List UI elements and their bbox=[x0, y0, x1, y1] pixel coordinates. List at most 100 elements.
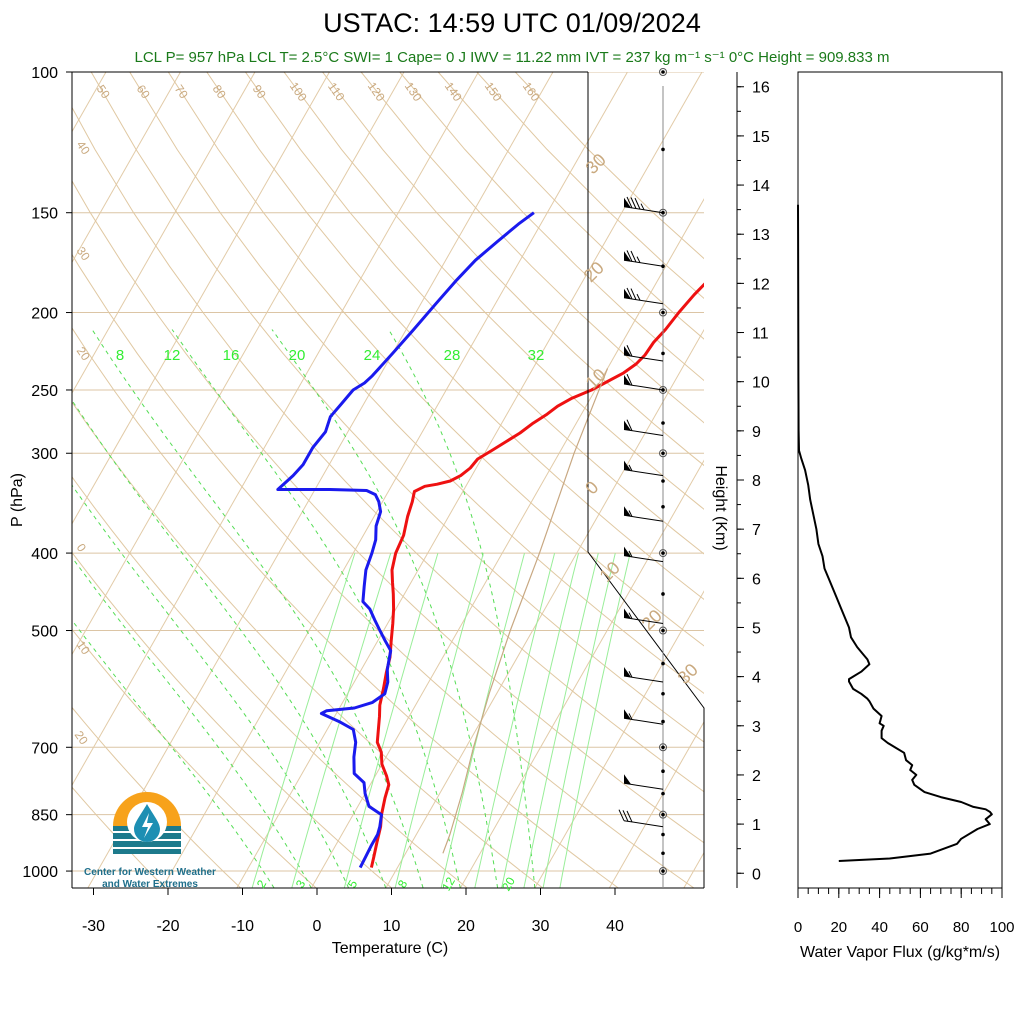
wind-barb-shaft bbox=[623, 820, 664, 828]
isotherm-label: 10 bbox=[596, 558, 624, 586]
height-tick-label: 1 bbox=[752, 817, 761, 834]
skewt-frame bbox=[71, 71, 705, 889]
wind-barb-half-feather bbox=[640, 203, 645, 210]
wind-barb bbox=[623, 506, 664, 522]
mixing-ratio-line bbox=[523, 552, 599, 888]
wind-barb-feather bbox=[622, 810, 629, 822]
isotherm-line bbox=[310, 198, 704, 888]
temperature-tick-label: 40 bbox=[606, 918, 624, 935]
logo-bolt bbox=[142, 813, 153, 838]
wind-barb-shaft bbox=[623, 717, 664, 725]
isotherm-line bbox=[72, 72, 405, 656]
wind-barb bbox=[623, 287, 664, 305]
dry-adiabat-line bbox=[72, 179, 704, 844]
dewpoint-trace bbox=[276, 211, 535, 869]
mixing-ratio-line bbox=[343, 552, 439, 888]
level-dot bbox=[661, 745, 665, 750]
wind-barb-shaft bbox=[623, 675, 664, 683]
wind-barbs bbox=[618, 68, 667, 888]
wind-barb bbox=[623, 667, 664, 683]
isotherm-line bbox=[72, 72, 256, 394]
logo-text-line1: Center for Western Weather bbox=[84, 867, 216, 878]
wind-barb bbox=[623, 460, 664, 477]
temperature-tick-label: 20 bbox=[457, 918, 475, 935]
wind-barb bbox=[623, 419, 664, 436]
wind-barb-shaft bbox=[623, 297, 664, 305]
y-axis-label: P (hPa) bbox=[9, 473, 26, 527]
level-dot bbox=[661, 147, 665, 152]
level-dot bbox=[661, 451, 665, 456]
isotherm-line bbox=[161, 72, 628, 888]
wind-barb-feather bbox=[626, 373, 633, 386]
moist-adiabat-line bbox=[388, 329, 536, 888]
dry-adiabat-line bbox=[72, 106, 704, 793]
dry-adiabat-line bbox=[90, 72, 704, 743]
level-dot bbox=[661, 851, 665, 856]
temperature-tick-label: 30 bbox=[532, 918, 550, 935]
isotherm-line bbox=[72, 72, 479, 787]
dry-adiabat-line bbox=[72, 786, 166, 888]
wind-barb-half-feather bbox=[628, 671, 633, 678]
flux-frame bbox=[797, 71, 1003, 889]
wind-barb bbox=[623, 196, 664, 214]
wind-barb-feather bbox=[634, 197, 641, 210]
wind-barb-shaft bbox=[623, 354, 664, 362]
wind-barb-feather bbox=[626, 419, 633, 431]
wind-barb-shaft bbox=[623, 555, 664, 563]
mixing-ratio-line bbox=[394, 552, 484, 888]
height-tick-label: 6 bbox=[752, 571, 761, 588]
wind-barb-half-feather bbox=[636, 293, 641, 301]
level-dot bbox=[661, 832, 665, 837]
mixing-ratio-label: 20 bbox=[499, 874, 518, 893]
dry-adiabat-line bbox=[129, 72, 704, 695]
wind-barb-flag bbox=[624, 346, 631, 357]
wind-barb-shaft bbox=[623, 428, 664, 436]
wind-barb-half-feather bbox=[628, 510, 633, 517]
chart-title: USTAC: 14:59 UTC 01/09/2024 bbox=[323, 8, 701, 38]
wind-barb-shaft bbox=[623, 259, 664, 267]
height-tick-label: 0 bbox=[752, 866, 761, 883]
level-dot bbox=[661, 504, 665, 509]
wind-barb-flag bbox=[624, 374, 631, 385]
pressure-tick-label: 200 bbox=[31, 306, 58, 323]
dry-adiabat-line bbox=[322, 72, 704, 467]
wind-barb bbox=[623, 774, 664, 790]
mixing-ratio-line bbox=[440, 552, 525, 888]
mixing-ratio-label: 16 bbox=[223, 347, 240, 364]
level-dot bbox=[661, 592, 665, 596]
dry-adiabat-line bbox=[206, 72, 704, 600]
mixing-ratio-label: 32 bbox=[528, 347, 545, 364]
adiabat-label: 150 bbox=[482, 79, 505, 104]
level-dot bbox=[661, 479, 665, 483]
adiabat-label: 10 bbox=[74, 638, 93, 657]
wind-barb-half-feather bbox=[628, 612, 633, 619]
mixing-ratio-label: 12 bbox=[439, 874, 458, 893]
adiabat-label: 90 bbox=[250, 82, 269, 101]
adiabat-label: 60 bbox=[134, 82, 153, 101]
level-dot bbox=[661, 812, 665, 817]
wind-barb-shaft bbox=[623, 383, 664, 391]
mixing-ratio-line bbox=[542, 552, 616, 888]
dry-adiabat-line bbox=[72, 476, 468, 888]
wind-barb bbox=[623, 373, 664, 391]
temperature-trace bbox=[369, 282, 704, 868]
isotherm-label: 30 bbox=[674, 660, 702, 688]
pressure-tick-label: 500 bbox=[31, 624, 58, 641]
adiabat-label: 50 bbox=[94, 82, 113, 101]
height-tick-label: 8 bbox=[752, 473, 761, 490]
level-dot bbox=[661, 869, 665, 873]
dry-adiabat-line bbox=[72, 401, 544, 888]
wind-barb-flag bbox=[624, 546, 631, 557]
height-tick-label: 13 bbox=[752, 227, 770, 244]
adiabat-label: 20 bbox=[72, 728, 91, 747]
isotherm-label: 30 bbox=[582, 150, 610, 178]
wind-barb bbox=[618, 809, 664, 828]
temperature-tick-label: 0 bbox=[313, 918, 322, 935]
level-ring bbox=[659, 208, 667, 217]
wind-barb-flag bbox=[624, 288, 631, 299]
height-tick-label: 5 bbox=[752, 620, 761, 637]
wind-barb-flag bbox=[624, 506, 631, 517]
isotherm-line bbox=[534, 590, 704, 888]
